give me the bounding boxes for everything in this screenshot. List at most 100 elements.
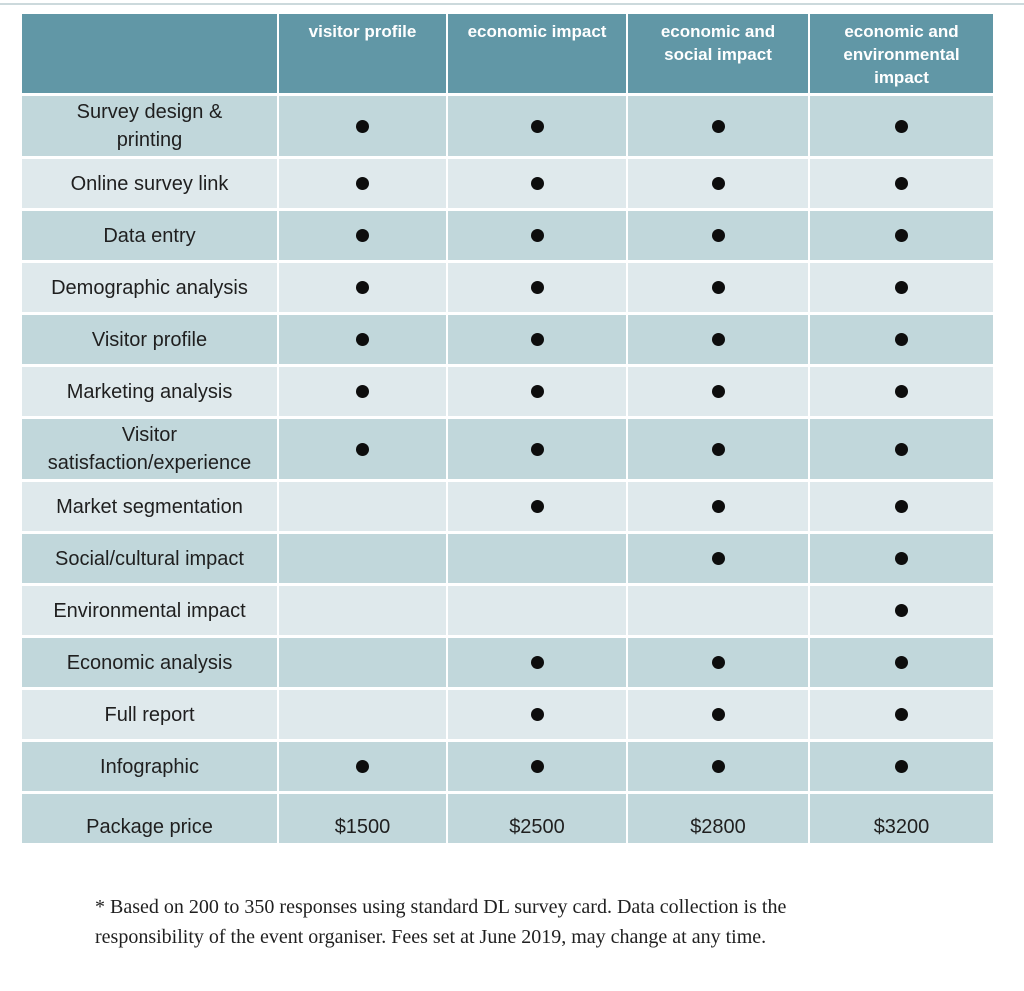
feature-cell — [628, 419, 808, 479]
bullet-dot-icon — [895, 281, 908, 294]
bullet-dot-icon — [530, 229, 544, 242]
bullet-dot-icon — [356, 119, 369, 133]
feature-cell — [448, 211, 626, 260]
table-header-row: visitor profile economic impact economic… — [22, 14, 993, 93]
bullet-dot-icon — [711, 708, 725, 721]
table-row: Social/cultural impact — [22, 534, 993, 583]
row-label: Demographic analysis — [22, 263, 277, 312]
bullet-dot-icon — [530, 333, 544, 346]
bullet-dot-icon — [895, 119, 908, 133]
row-label: Environmental impact — [22, 586, 277, 635]
feature-cell — [810, 742, 993, 791]
feature-cell — [448, 638, 626, 687]
bullet-dot-icon — [356, 281, 369, 294]
feature-cell — [628, 742, 808, 791]
bullet-dot-icon — [895, 229, 908, 242]
bullet-dot-icon — [356, 229, 369, 242]
bullet-dot-icon — [530, 385, 544, 398]
feature-cell — [279, 159, 446, 208]
row-label: Visitor profile — [22, 315, 277, 364]
column-header-visitor-profile: visitor profile — [279, 14, 446, 93]
feature-cell — [448, 263, 626, 312]
feature-cell — [448, 482, 626, 531]
feature-cell — [628, 482, 808, 531]
feature-cell — [810, 367, 993, 416]
table-row: Visitor profile — [22, 315, 993, 364]
feature-cell — [448, 586, 626, 635]
feature-cell — [448, 690, 626, 739]
bullet-dot-icon — [530, 500, 544, 513]
bullet-dot-icon — [530, 656, 544, 669]
bullet-dot-icon — [711, 177, 725, 190]
table-row: Data entry — [22, 211, 993, 260]
bullet-dot-icon — [895, 604, 908, 617]
row-label: Market segmentation — [22, 482, 277, 531]
feature-cell — [810, 315, 993, 364]
feature-cell — [279, 419, 446, 479]
bullet-dot-icon — [895, 177, 908, 190]
feature-cell — [448, 159, 626, 208]
feature-cell — [448, 534, 626, 583]
row-label: Visitor satisfaction/experience — [22, 419, 277, 479]
bullet-dot-icon — [895, 708, 908, 721]
feature-cell — [279, 367, 446, 416]
feature-cell — [810, 211, 993, 260]
feature-cell — [810, 638, 993, 687]
feature-cell — [628, 367, 808, 416]
feature-cell — [628, 211, 808, 260]
bullet-dot-icon — [895, 500, 908, 513]
row-label: Marketing analysis — [22, 367, 277, 416]
table-row: Infographic — [22, 742, 993, 791]
package-pricing-table: visitor profile economic impact economic… — [22, 14, 993, 843]
column-header-economic-impact: economic impact — [448, 14, 626, 93]
bullet-dot-icon — [711, 656, 725, 669]
table-row: Demographic analysis — [22, 263, 993, 312]
row-label: Survey design & printing — [22, 96, 277, 156]
feature-cell — [810, 96, 993, 156]
feature-cell — [279, 638, 446, 687]
feature-cell — [628, 263, 808, 312]
table-row: Economic analysis — [22, 638, 993, 687]
feature-cell — [279, 96, 446, 156]
feature-cell — [810, 690, 993, 739]
feature-cell — [810, 534, 993, 583]
bullet-dot-icon — [356, 442, 369, 456]
price-value: $3200 — [810, 794, 993, 843]
feature-cell — [448, 419, 626, 479]
table-row: Marketing analysis — [22, 367, 993, 416]
feature-cell — [448, 742, 626, 791]
bullet-dot-icon — [356, 333, 369, 346]
bullet-dot-icon — [895, 656, 908, 669]
bullet-dot-icon — [530, 708, 544, 721]
feature-table-body: Survey design & printing Online survey li… — [22, 96, 993, 791]
bullet-dot-icon — [711, 281, 725, 294]
bullet-dot-icon — [711, 333, 725, 346]
corner-header-cell — [22, 14, 277, 93]
bullet-dot-icon — [895, 385, 908, 398]
feature-cell — [279, 211, 446, 260]
bullet-dot-icon — [356, 385, 369, 398]
bullet-dot-icon — [356, 760, 369, 773]
bullet-dot-icon — [895, 552, 908, 565]
row-label: Full report — [22, 690, 277, 739]
row-label: Infographic — [22, 742, 277, 791]
feature-cell — [628, 159, 808, 208]
bullet-dot-icon — [356, 177, 369, 190]
feature-cell — [628, 315, 808, 364]
feature-cell — [810, 159, 993, 208]
table-row: Environmental impact — [22, 586, 993, 635]
feature-cell — [810, 586, 993, 635]
table-row: Visitor satisfaction/experience — [22, 419, 993, 479]
row-label: Data entry — [22, 211, 277, 260]
feature-cell — [279, 690, 446, 739]
feature-cell — [448, 315, 626, 364]
bullet-dot-icon — [711, 119, 725, 133]
price-row-label: Package price — [22, 794, 277, 843]
feature-cell — [279, 742, 446, 791]
bullet-dot-icon — [711, 500, 725, 513]
row-label: Online survey link — [22, 159, 277, 208]
bullet-dot-icon — [711, 442, 725, 456]
bullet-dot-icon — [711, 385, 725, 398]
bullet-dot-icon — [530, 177, 544, 190]
